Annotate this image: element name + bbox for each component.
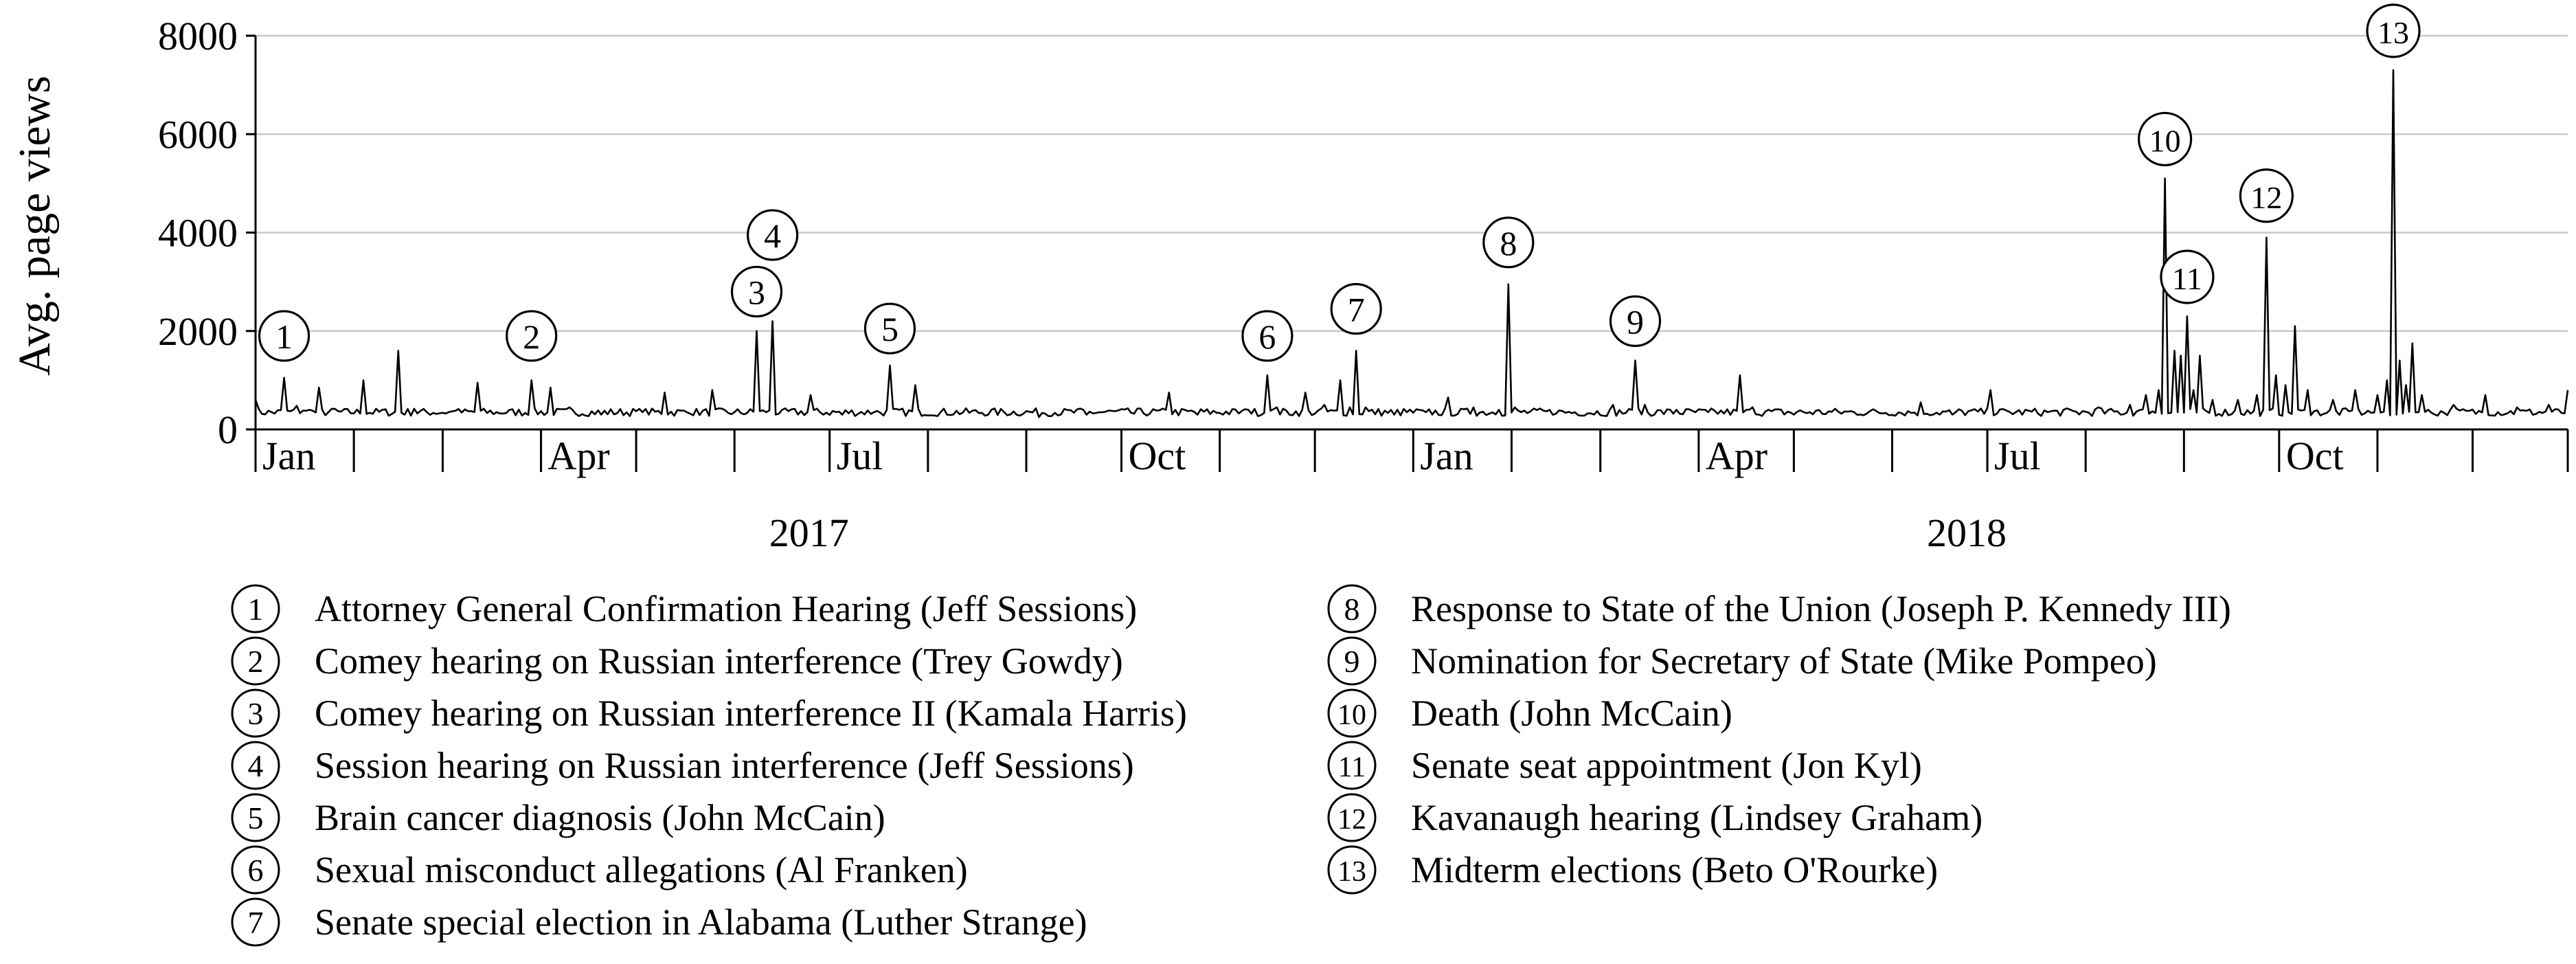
x-tick-label: Jul — [837, 434, 883, 478]
legend-text: Comey hearing on Russian interference II… — [315, 693, 1187, 734]
event-marker-13 — [2366, 3, 2421, 58]
event-marker-label: 8 — [1500, 224, 1517, 262]
event-marker-label: 9 — [1627, 302, 1644, 341]
y-tick-label: 0 — [218, 407, 238, 452]
legend-marker-11 — [1327, 741, 1377, 790]
event-marker-label: 13 — [2377, 15, 2409, 50]
legend-marker-label: 10 — [1337, 699, 1366, 731]
event-marker-11 — [2160, 249, 2215, 304]
event-marker-12 — [2239, 168, 2294, 223]
legend-marker-label: 12 — [1337, 804, 1366, 836]
event-marker-7 — [1330, 282, 1382, 335]
y-axis-label: Avg. page views — [10, 76, 60, 376]
year-label: 2018 — [1927, 511, 2007, 555]
legend-text: Sexual misconduct allegations (Al Franke… — [315, 849, 968, 890]
legend-marker-4 — [231, 741, 280, 790]
x-tick-label: Jan — [1420, 434, 1473, 478]
legend-text: Senate seat appointment (Jon Kyl) — [1411, 745, 1922, 786]
event-marker-label: 2 — [523, 317, 540, 356]
legend-text: Senate special election in Alabama (Luth… — [315, 901, 1087, 943]
event-marker-label: 11 — [2172, 261, 2202, 296]
legend-text: Death (John McCain) — [1411, 693, 1732, 734]
event-marker-label: 12 — [2250, 180, 2282, 215]
series-line — [254, 69, 2569, 418]
legend-marker-8 — [1327, 584, 1377, 634]
legend-text: Nomination for Secretary of State (Mike … — [1411, 640, 2157, 682]
event-marker-label: 1 — [275, 317, 293, 356]
legend-marker-12 — [1327, 793, 1377, 842]
event-marker-3 — [730, 265, 783, 318]
y-tick-label: 4000 — [158, 211, 238, 256]
event-marker-label: 10 — [2149, 123, 2181, 158]
event-marker-2 — [506, 310, 558, 362]
legend-text: Midterm elections (Beto O'Rourke) — [1411, 849, 1938, 890]
legend-marker-label: 6 — [248, 853, 264, 888]
x-tick-label: Oct — [1129, 434, 1186, 478]
year-label: 2017 — [769, 511, 849, 555]
x-tick-label: Apr — [548, 434, 610, 478]
legend-marker-label: 7 — [248, 905, 264, 940]
legend-marker-6 — [231, 845, 280, 895]
event-marker-label: 6 — [1258, 317, 1276, 356]
y-tick-label: 2000 — [158, 309, 238, 354]
legend-text: Attorney General Confirmation Hearing (J… — [315, 588, 1137, 629]
legend-marker-label: 8 — [1344, 592, 1360, 627]
legend-marker-label: 4 — [248, 748, 264, 783]
legend-marker-5 — [231, 793, 280, 842]
legend-marker-label: 3 — [248, 696, 264, 731]
x-tick-label: Jul — [1994, 434, 2041, 478]
event-marker-label: 3 — [748, 273, 765, 311]
legend-marker-1 — [231, 584, 280, 634]
legend-text: Session hearing on Russian interference … — [315, 745, 1134, 786]
y-tick-label: 6000 — [158, 112, 238, 157]
x-tick-label: Oct — [2286, 434, 2344, 478]
legend-marker-label: 5 — [248, 800, 264, 836]
legend-marker-label: 11 — [1338, 752, 1366, 783]
legend-marker-label: 9 — [1344, 644, 1360, 679]
event-marker-5 — [863, 302, 916, 355]
event-marker-9 — [1609, 295, 1662, 348]
x-tick-label: Jan — [262, 434, 315, 478]
legend-text: Comey hearing on Russian interference (T… — [315, 640, 1123, 682]
legend-marker-10 — [1327, 688, 1377, 738]
legend-marker-13 — [1327, 845, 1377, 895]
legend-marker-7 — [231, 897, 280, 947]
legend-text: Response to State of the Union (Joseph P… — [1411, 588, 2231, 629]
legend-marker-9 — [1327, 636, 1377, 686]
legend-text: Brain cancer diagnosis (John McCain) — [315, 797, 885, 838]
event-marker-8 — [1482, 216, 1535, 269]
legend-marker-label: 13 — [1337, 856, 1366, 888]
legend-marker-label: 2 — [248, 644, 264, 679]
legend-marker-label: 1 — [248, 592, 264, 627]
event-marker-label: 4 — [764, 216, 781, 255]
x-tick-label: Apr — [1706, 434, 1767, 478]
event-marker-label: 5 — [881, 310, 899, 348]
legend-marker-3 — [231, 688, 280, 738]
event-marker-10 — [2138, 111, 2193, 167]
legend-text: Kavanaugh hearing (Lindsey Graham) — [1411, 797, 1982, 838]
event-marker-1 — [258, 310, 310, 362]
event-marker-4 — [747, 209, 799, 261]
y-tick-label: 8000 — [158, 14, 238, 58]
event-marker-6 — [1241, 310, 1293, 362]
event-marker-label: 7 — [1348, 291, 1365, 329]
legend-marker-2 — [231, 636, 280, 686]
